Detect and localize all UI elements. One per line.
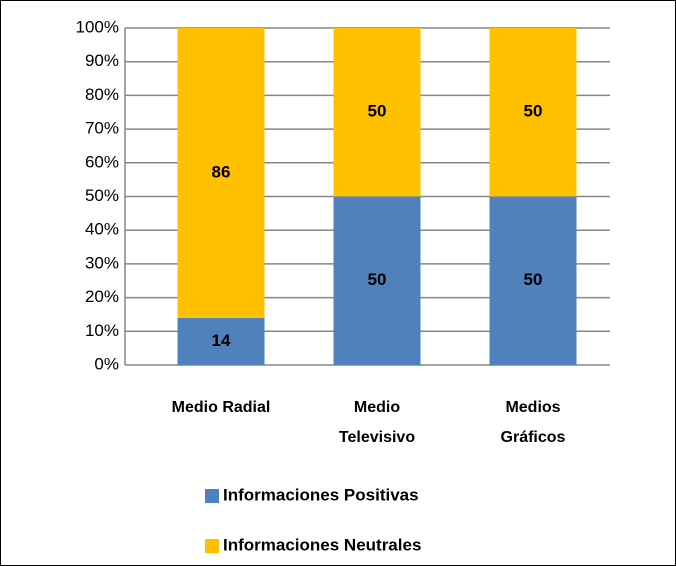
data-label: 50 <box>524 270 543 289</box>
y-tick-label: 100% <box>76 17 119 36</box>
data-label: 50 <box>368 102 387 121</box>
y-tick-label: 10% <box>85 321 119 340</box>
bar-segment <box>177 28 265 318</box>
y-tick-label: 80% <box>85 85 119 104</box>
data-label: 50 <box>524 102 543 121</box>
y-tick-label: 90% <box>85 51 119 70</box>
y-tick-label: 70% <box>85 119 119 138</box>
y-tick-label: 50% <box>85 186 119 205</box>
bar-segment <box>333 28 421 197</box>
bar-segment <box>177 317 265 365</box>
x-tick-label: Medios Gráficos <box>500 399 566 446</box>
legend-label: Informaciones Neutrales <box>223 535 421 554</box>
bar-segment <box>333 196 421 365</box>
data-label: 86 <box>212 162 231 181</box>
data-label: 50 <box>368 270 387 289</box>
y-tick-label: 30% <box>85 253 119 272</box>
legend-label: Informaciones Positivas <box>223 485 419 504</box>
x-tick-label: Medio Televisivo <box>338 399 416 446</box>
data-label: 14 <box>212 331 231 350</box>
y-tick-label: 20% <box>85 287 119 306</box>
y-tick-label: 60% <box>85 152 119 171</box>
bar-segment <box>489 196 577 365</box>
legend-swatch <box>205 489 219 503</box>
y-tick-label: 40% <box>85 220 119 239</box>
bar-segment <box>489 28 577 197</box>
x-tick-label: Medio Radial <box>171 399 271 416</box>
legend-swatch <box>205 539 219 553</box>
y-tick-label: 0% <box>94 354 119 373</box>
